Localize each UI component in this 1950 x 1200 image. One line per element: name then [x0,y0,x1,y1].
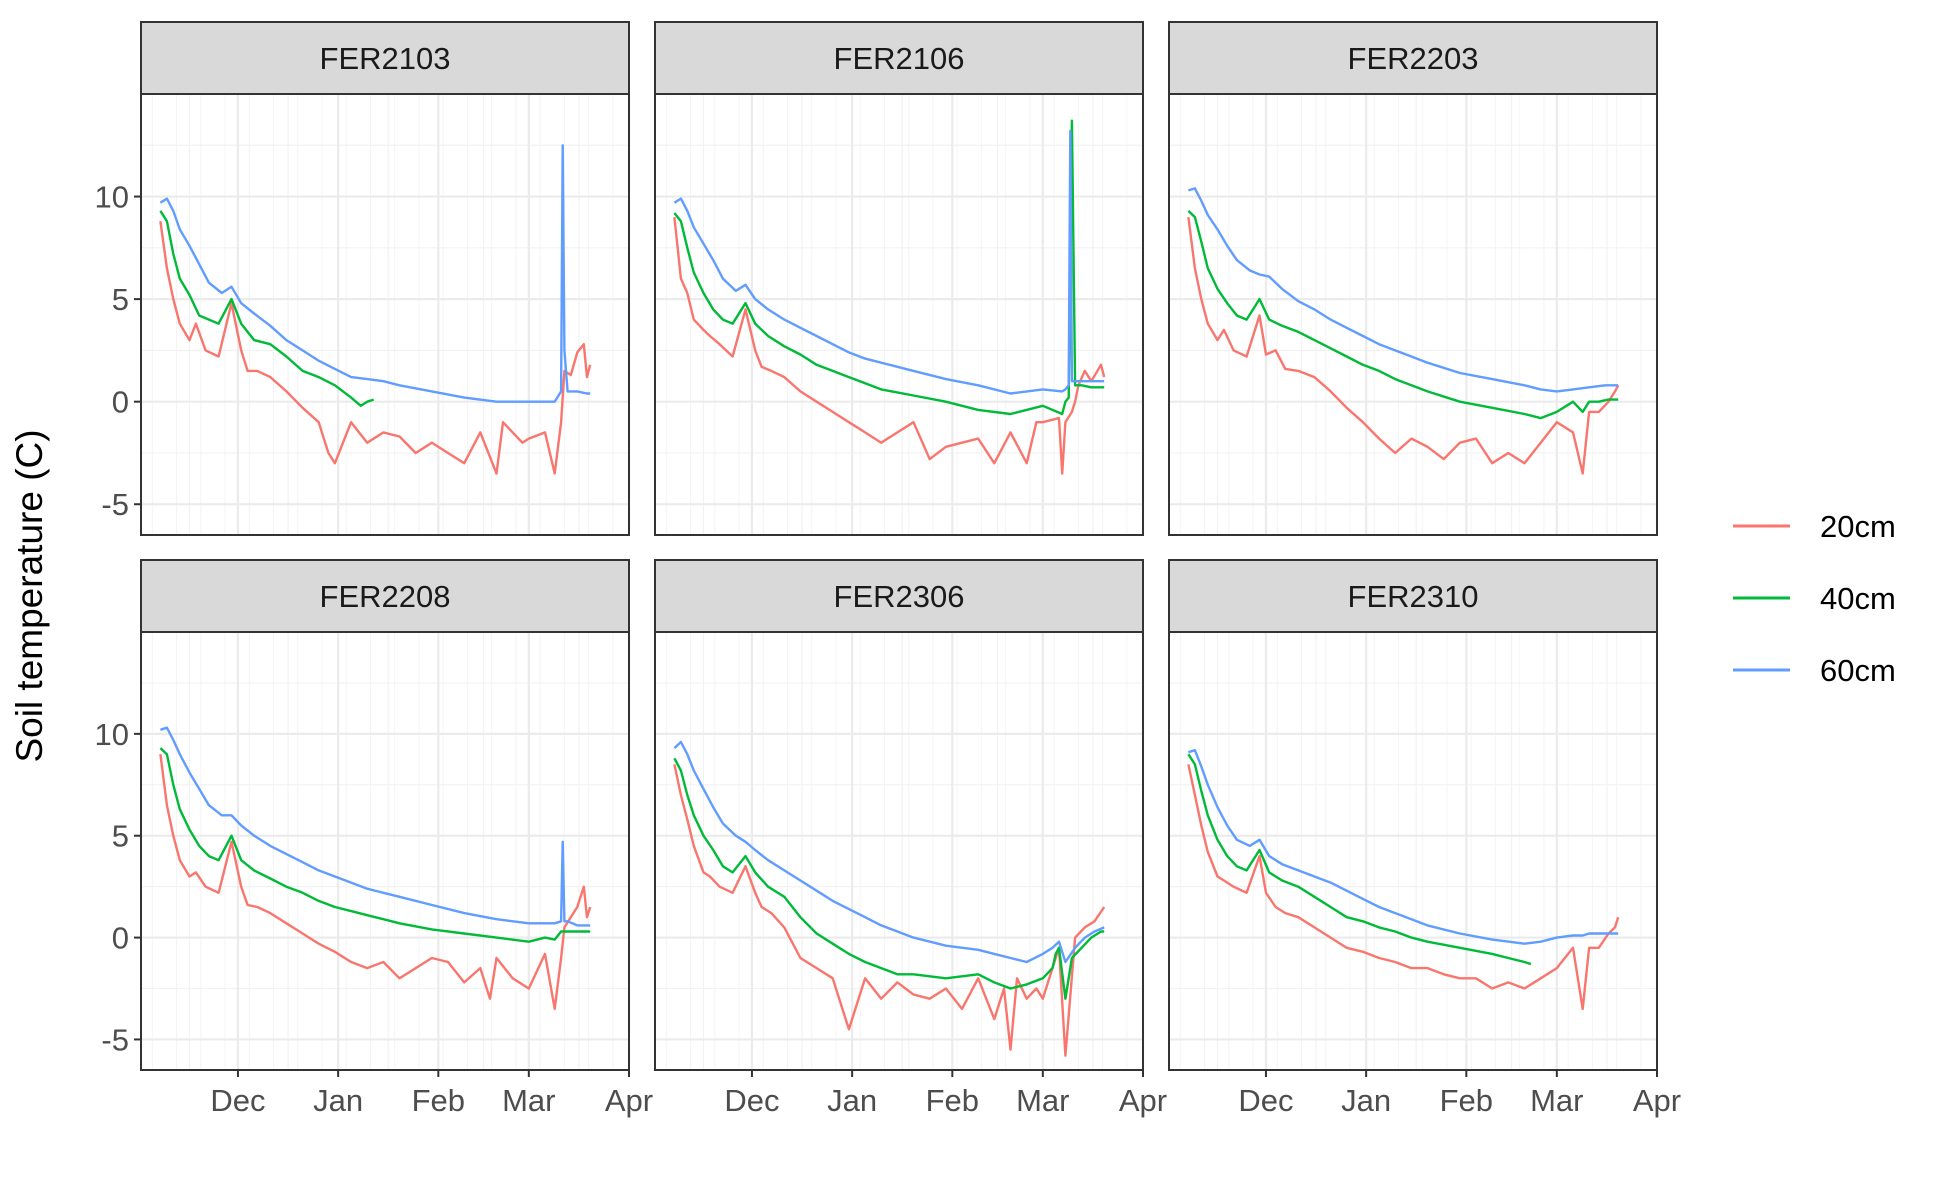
x-tick-label: Mar [1016,1083,1069,1118]
facet-panels: FER2103 -5 0 5 10 FER2106 FER2203 FER2208 -5 0 5 10… [95,21,1681,1118]
legend: 20cm 40cm 60cm [1733,509,1896,688]
facet-strip [1168,21,1658,95]
series-line-60cm [1188,187,1619,393]
y-tick-label: 0 [112,385,129,420]
x-tick-label: Apr [605,1083,653,1118]
series-line-60cm [673,740,1105,964]
x-tick-label: Mar [502,1083,555,1118]
legend-item-20cm: 20cm [1733,509,1896,544]
facet-strip [654,21,1144,95]
facet-strip-label: FER2203 [1348,41,1479,76]
legend-label: 40cm [1820,581,1896,616]
panel-background [1169,632,1657,1070]
y-tick-label: 0 [112,921,129,956]
series-line-60cm [160,726,591,927]
series-line-20cm [673,216,1106,475]
x-tick-label: Jan [1341,1083,1391,1118]
x-tick-label: Jan [827,1083,877,1118]
legend-item-60cm: 60cm [1733,653,1896,688]
panel-border [1168,93,1658,536]
facet-panel-fer2306: FER2306 Dec Jan Feb Mar Apr [654,559,1167,1118]
x-tick-label: Feb [412,1083,465,1118]
x-tick-label: Apr [1633,1083,1681,1118]
facet-strip-label: FER2306 [834,579,965,614]
y-tick-label: 5 [112,819,129,854]
panel-border [140,631,630,1071]
series-line-20cm [1187,216,1620,475]
y-tick-label: -5 [101,487,129,522]
x-tick-label: Feb [1440,1083,1493,1118]
legend-item-40cm: 40cm [1733,581,1896,616]
legend-label: 20cm [1820,509,1896,544]
series-line-60cm [1188,749,1619,945]
y-tick-label: -5 [101,1022,129,1057]
panel-border [654,93,1144,536]
y-tick-label: 5 [112,282,129,317]
x-tick-label: Mar [1530,1083,1583,1118]
facet-strip [140,21,630,95]
x-tick-label: Feb [926,1083,979,1118]
series-line-20cm [159,754,592,1011]
series-line-40cm [1187,210,1619,420]
x-tick-label: Apr [1119,1083,1167,1118]
facet-panel-fer2310: FER2310 Dec Jan Feb Mar Apr [1168,559,1681,1118]
facet-strip-label: FER2310 [1348,579,1479,614]
series-line-40cm [1187,753,1532,966]
facet-strip [140,559,630,633]
y-tick-label: 10 [95,180,129,215]
facet-panel-fer2106: FER2106 [654,21,1145,536]
series-line-20cm [1187,764,1620,1011]
x-tick-label: Dec [1238,1083,1293,1118]
panel-border [1168,631,1658,1071]
legend-label: 60cm [1820,653,1896,688]
facet-panel-fer2103: FER2103 -5 0 5 10 [95,21,631,536]
y-axis-title: Soil temperature (C) [9,429,50,762]
facet-strip-label: FER2208 [320,579,451,614]
panel-border [140,93,630,536]
facet-strip [654,559,1144,633]
x-tick-label: Jan [313,1083,363,1118]
facet-strip-label: FER2103 [320,41,451,76]
facet-strip [1168,559,1658,633]
series-line-40cm [673,757,1105,1000]
series-line-20cm [159,221,592,475]
series-line-40cm [159,210,375,407]
series-line-40cm [159,747,591,943]
series-line-60cm [159,144,591,403]
x-tick-label: Dec [724,1083,779,1118]
panel-border [654,631,1144,1071]
facet-panel-fer2203: FER2203 [1168,21,1659,536]
facet-strip-label: FER2106 [834,41,965,76]
x-tick-label: Dec [210,1083,265,1118]
y-tick-label: 10 [95,717,129,752]
facet-panel-fer2208: FER2208 -5 0 5 10 Dec Jan Feb Mar Apr [95,559,653,1118]
series-line-60cm [673,129,1105,395]
